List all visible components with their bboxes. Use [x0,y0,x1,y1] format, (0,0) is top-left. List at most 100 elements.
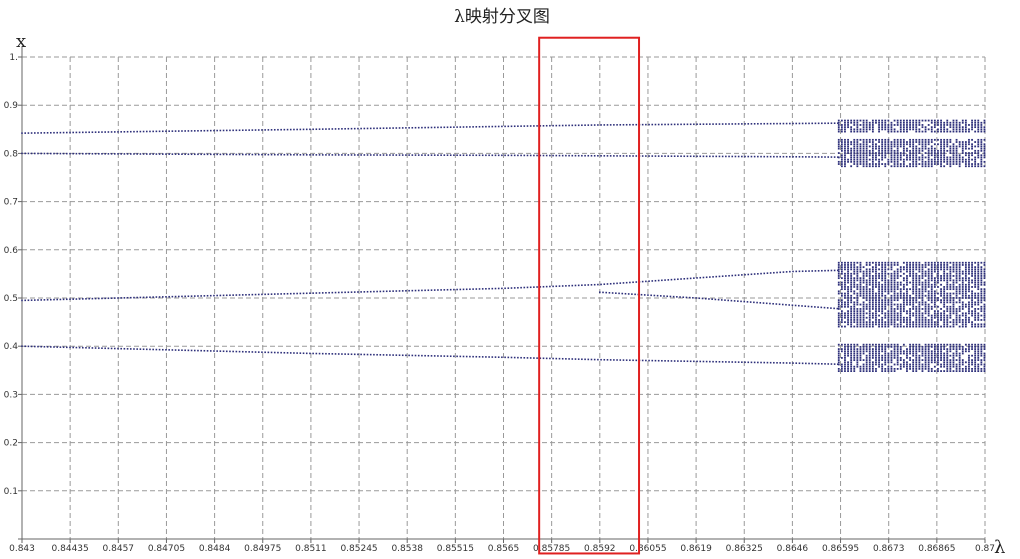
data-point [449,126,452,129]
data-point [927,286,930,288]
data-point [757,122,759,125]
data-point [887,292,890,295]
data-point [411,289,414,292]
data-point [792,270,794,273]
data-point [958,163,961,165]
data-point [421,154,423,156]
data-point [878,314,880,317]
data-point [145,153,148,155]
data-point [850,126,853,129]
data-point [859,268,862,271]
data-point [465,126,468,128]
data-point [853,312,856,315]
data-point [949,163,952,165]
data-point [811,270,814,272]
data-point [53,131,55,134]
data-point [909,145,911,148]
data-point [890,160,893,163]
data-point [773,122,775,125]
data-point [933,305,936,308]
data-point [921,126,924,129]
data-point [952,361,955,364]
data-point [974,156,977,159]
data-point [529,357,532,359]
data-point [937,268,939,271]
x-tick-label: 0.8673 [873,544,905,554]
data-point [943,279,946,282]
data-point [341,291,343,294]
data-point [921,149,924,152]
data-point [896,156,899,159]
data-point [222,153,225,156]
data-point [721,155,724,158]
data-point [286,352,289,354]
data-point [930,266,933,269]
data-point [430,355,433,357]
y-axis-label: x [16,31,26,52]
data-point [837,156,840,159]
data-point [899,294,902,297]
data-point [918,138,921,141]
data-point [853,297,856,299]
data-point [414,354,417,357]
data-point [853,292,856,295]
data-point [830,156,833,158]
data-point [927,124,930,126]
data-point [878,145,880,148]
data-point [417,126,420,129]
data-point [968,308,970,310]
data-point [865,165,868,168]
data-point [868,290,871,293]
data-point [927,156,930,159]
data-point [373,154,375,156]
data-point [501,287,503,290]
data-point [887,268,890,271]
data-point [887,126,890,129]
data-point [273,293,276,295]
data-point [865,147,868,150]
data-point [943,305,946,308]
data-point [844,277,846,280]
data-point [930,268,933,271]
data-point [952,363,955,366]
data-point [296,153,298,156]
data-point [715,275,718,278]
data-point [924,361,927,364]
data-point [865,323,868,326]
data-point [344,154,346,156]
data-point [424,354,426,357]
data-point [983,275,986,277]
data-point [893,143,896,146]
data-point [337,291,340,294]
data-point [896,305,899,308]
data-point [776,155,778,158]
data-point [980,277,983,280]
data-point [909,272,911,275]
data-point [312,352,314,355]
data-point [750,273,753,276]
data-point [475,126,478,128]
data-point [763,122,766,125]
data-point [847,365,849,368]
data-point [837,281,840,284]
data-point [943,160,946,163]
data-point [933,325,936,328]
data-point [961,367,964,370]
data-point [856,126,859,129]
data-point [37,132,39,134]
data-point [837,130,840,133]
data-point [909,163,911,165]
data-point [915,156,918,159]
data-point [902,126,905,129]
data-point [878,297,880,299]
data-point [955,158,958,161]
data-point [924,367,927,370]
data-point [887,160,890,163]
data-point [949,365,952,368]
data-point [943,165,946,168]
data-point [958,290,961,293]
data-point [980,323,983,326]
data-point [933,356,936,359]
data-point [277,153,279,156]
data-point [685,296,688,299]
